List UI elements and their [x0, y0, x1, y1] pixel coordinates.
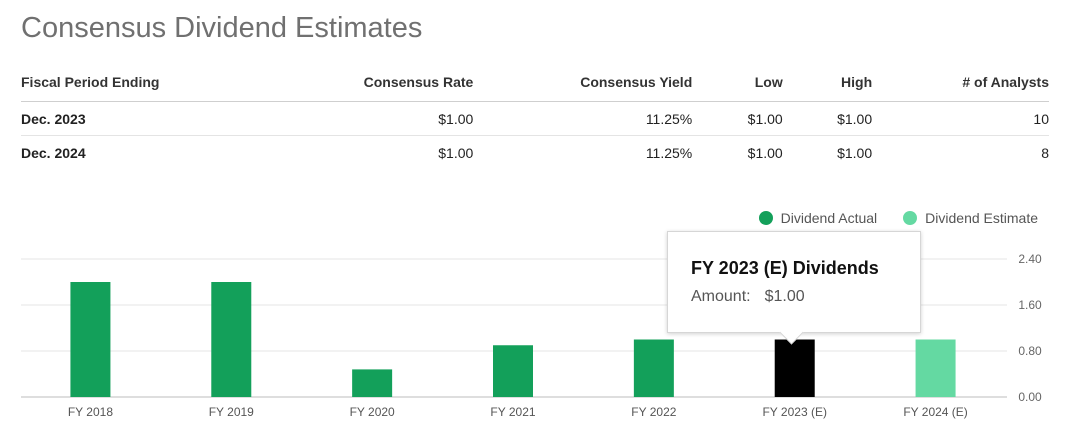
legend-label-estimate: Dividend Estimate: [925, 210, 1038, 226]
col-header-fiscal-period: Fiscal Period Ending: [21, 70, 268, 102]
bar-fy-2022[interactable]: [633, 339, 674, 398]
tooltip-value: $1.00: [764, 288, 805, 305]
col-header-analysts: # of Analysts: [872, 70, 1049, 102]
chart-tooltip: FY 2023 (E) Dividends Amount: $1.00: [667, 231, 921, 345]
y-tick-label: 0.80: [1018, 344, 1042, 358]
bar-fy-2019[interactable]: [211, 282, 252, 397]
table-row: Dec. 2023 $1.00 11.25% $1.00 $1.00 10: [21, 101, 1049, 136]
tooltip-title: FY 2023 (E) Dividends: [691, 258, 879, 278]
x-tick-label: FY 2021: [490, 405, 535, 419]
bar-fy-2018[interactable]: [70, 282, 111, 397]
col-header-high: High: [782, 70, 873, 102]
chart-legend: Dividend Actual Dividend Estimate: [758, 210, 1038, 226]
cell-analysts: 8: [1041, 144, 1049, 161]
col-header-consensus-rate: Consensus Rate: [267, 70, 474, 102]
cell-consensus-rate: $1.00: [438, 144, 474, 161]
cell-high: $1.00: [782, 101, 873, 136]
bar-fy-2020[interactable]: [352, 369, 393, 397]
cell-fiscal-period: Dec. 2023: [21, 101, 268, 136]
x-tick-label: FY 2018: [68, 405, 113, 419]
x-tick-label: FY 2019: [209, 405, 254, 419]
x-tick-label: FY 2024 (E): [903, 405, 967, 419]
page-title: Consensus Dividend Estimates: [21, 12, 423, 44]
cell-low: $1.00: [747, 144, 783, 161]
bar-fy-2021[interactable]: [493, 345, 533, 397]
cell-analysts: 10: [872, 101, 1049, 136]
x-tick-label: FY 2023 (E): [762, 405, 826, 419]
legend-item-actual[interactable]: Dividend Actual: [758, 210, 878, 226]
col-header-consensus-yield: Consensus Yield: [473, 70, 693, 102]
tooltip-label: Amount:: [691, 288, 751, 305]
legend-label-actual: Dividend Actual: [780, 210, 878, 226]
col-header-low: Low: [692, 70, 783, 102]
table-row: Dec. 2024 $1.00 11.25% $1.00 $1.00 8: [21, 136, 1049, 170]
dividend-estimates-table: Fiscal Period Ending Consensus Rate Cons…: [21, 70, 1049, 169]
x-tick-label: FY 2022: [631, 405, 676, 419]
cell-low: $1.00: [692, 101, 783, 136]
legend-item-estimate[interactable]: Dividend Estimate: [903, 210, 1038, 226]
y-tick-label: 0.00: [1018, 390, 1042, 404]
tooltip-body: Amount: $1.00: [691, 288, 805, 306]
cell-consensus-rate: $1.00: [267, 101, 474, 136]
legend-dot-actual: [758, 211, 773, 225]
bar-fy-2023-e[interactable]: [774, 339, 815, 398]
cell-consensus-yield: 11.25%: [645, 144, 693, 161]
y-tick-label: 2.40: [1018, 252, 1042, 266]
table-header-row: Fiscal Period Ending Consensus Rate Cons…: [21, 70, 1049, 102]
x-tick-label: FY 2020: [350, 405, 395, 419]
legend-dot-estimate: [903, 211, 918, 225]
cell-consensus-yield: 11.25%: [473, 101, 693, 136]
cell-high: $1.00: [837, 144, 873, 161]
y-tick-label: 1.60: [1018, 298, 1042, 312]
cell-fiscal-period: Dec. 2024: [21, 144, 86, 161]
bar-fy-2024-e[interactable]: [915, 339, 956, 398]
